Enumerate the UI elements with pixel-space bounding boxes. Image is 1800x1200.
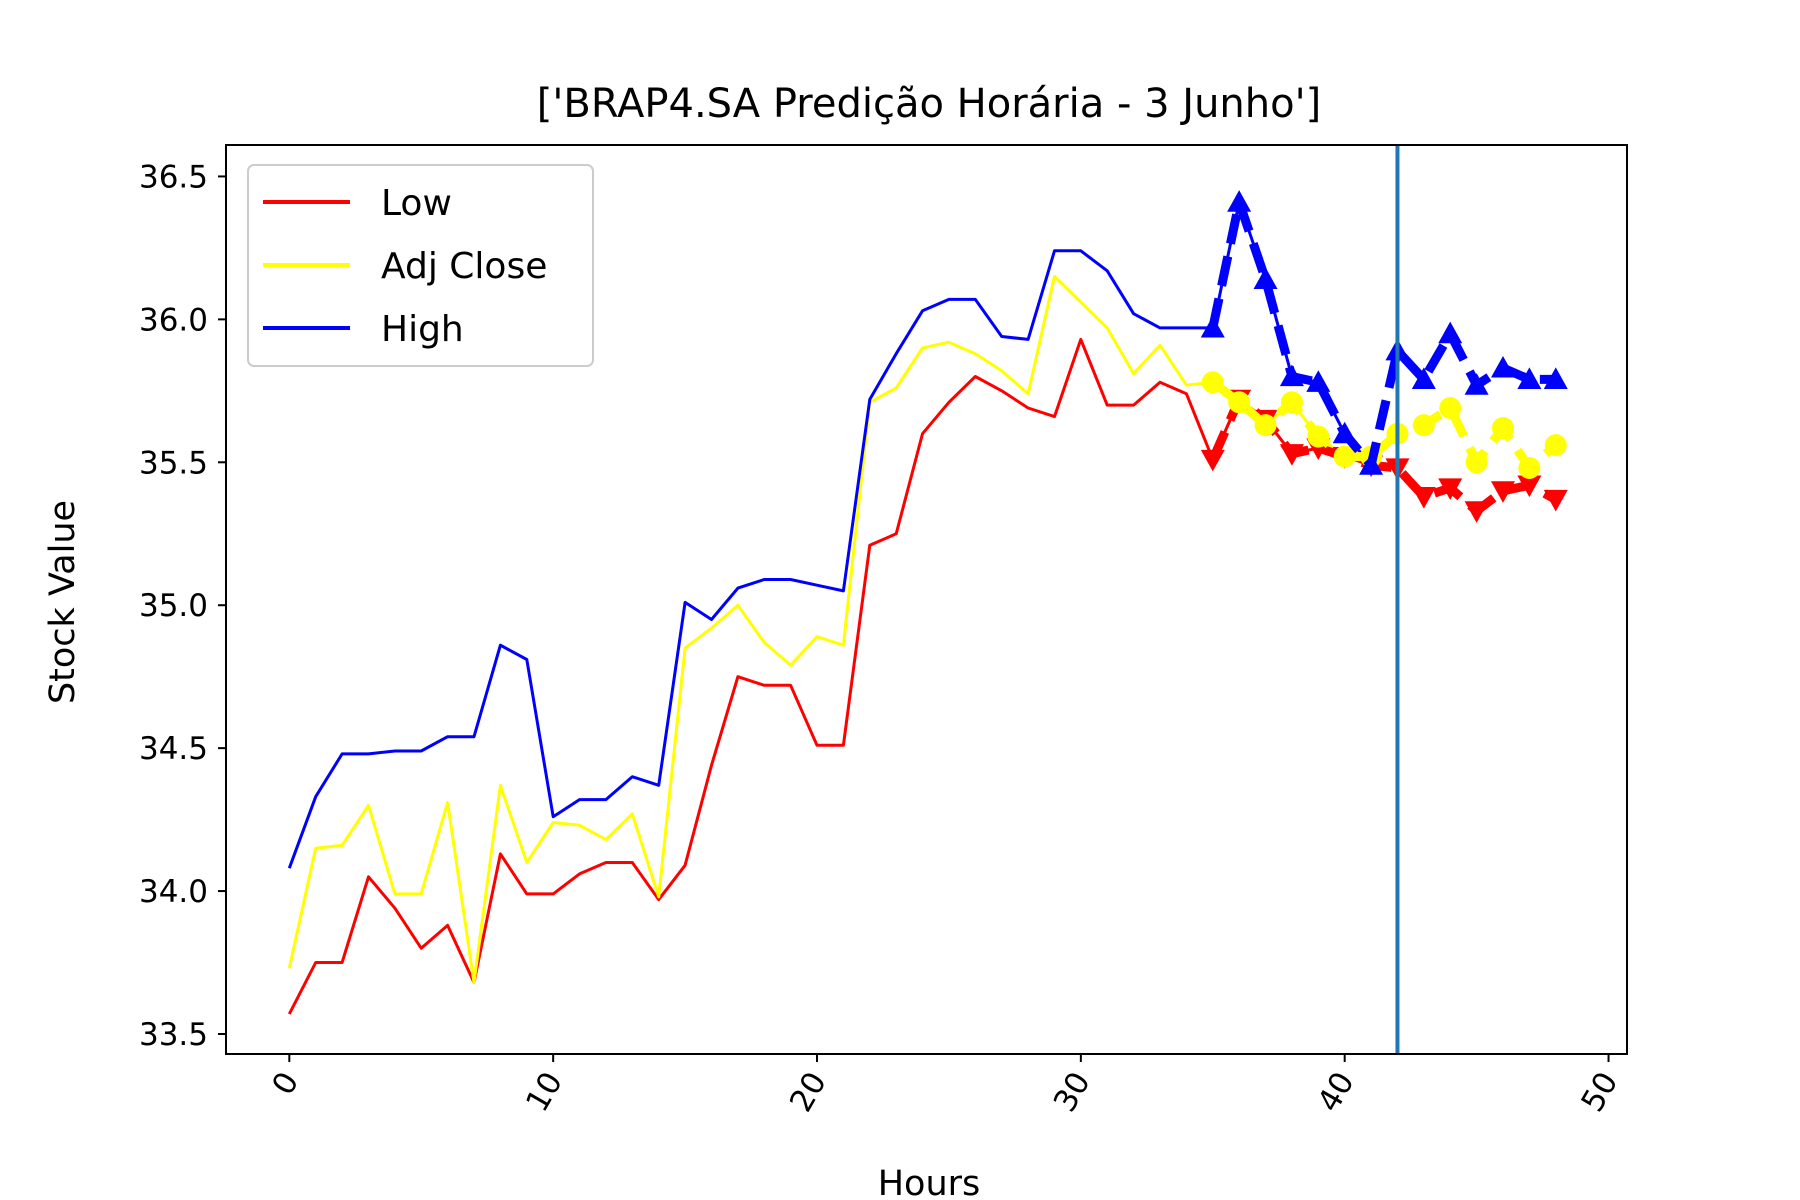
series-line-low xyxy=(287,337,1372,1015)
prediction-point-low xyxy=(1279,444,1304,466)
prediction-point-high xyxy=(1490,355,1515,378)
prediction-line-high xyxy=(1208,197,1556,470)
x-tick-label: 50 xyxy=(1575,1066,1626,1118)
prediction-point-low xyxy=(1517,475,1542,498)
y-tick-label: 36.5 xyxy=(139,159,208,195)
prediction-point-adj-close xyxy=(1228,391,1251,414)
prediction-point-low xyxy=(1411,486,1436,509)
x-tick-label: 40 xyxy=(1311,1066,1362,1118)
legend: Low Adj Close High xyxy=(247,164,594,367)
prediction-point-adj-close xyxy=(1412,414,1435,437)
prediction-point-adj-close xyxy=(1439,396,1462,419)
series-line-adj-close xyxy=(287,275,1372,984)
prediction-point-high xyxy=(1517,367,1542,389)
prediction-point-low xyxy=(1490,481,1515,503)
prediction-point-adj-close xyxy=(1307,425,1330,448)
y-tick-label: 36.0 xyxy=(139,302,208,338)
y-tick-label: 33.5 xyxy=(139,1017,208,1053)
x-tick-label: 30 xyxy=(1047,1066,1098,1118)
prediction-point-low xyxy=(1543,489,1568,512)
axes-frame xyxy=(225,144,1628,1055)
prediction-point-high xyxy=(1411,367,1436,389)
prediction-point-high xyxy=(1464,373,1489,395)
x-tick-label: 0 xyxy=(265,1066,306,1101)
legend-label-adj-close: Adj Close xyxy=(381,246,547,287)
prediction-point-adj-close xyxy=(1333,445,1356,468)
prediction-point-high xyxy=(1359,453,1384,475)
prediction-point-adj-close xyxy=(1280,391,1303,414)
legend-label-high: High xyxy=(381,309,464,350)
legend-box xyxy=(247,164,594,367)
prediction-point-high xyxy=(1279,364,1304,387)
legend-label-low: Low xyxy=(381,183,452,224)
prediction-point-adj-close xyxy=(1518,457,1541,480)
prediction-point-low xyxy=(1200,449,1225,472)
prediction-point-high xyxy=(1200,315,1225,338)
y-tick-label: 35.5 xyxy=(139,445,208,481)
prediction-point-low xyxy=(1464,501,1489,523)
prediction-point-adj-close xyxy=(1491,416,1514,439)
prediction-point-high xyxy=(1438,321,1463,344)
plot-area xyxy=(287,145,1568,1054)
prediction-point-high xyxy=(1306,370,1331,392)
chart-title: ['BRAP4.SA Predição Horária - 3 Junho'] xyxy=(537,81,1321,127)
prediction-point-adj-close xyxy=(1465,451,1488,474)
prediction-point-high xyxy=(1253,267,1278,289)
prediction-point-adj-close xyxy=(1544,434,1567,457)
x-tick-label: 20 xyxy=(783,1066,834,1118)
prediction-point-low xyxy=(1438,478,1463,501)
y-tick-label: 34.5 xyxy=(139,731,208,767)
prediction-point-high xyxy=(1227,190,1252,212)
series-line-high xyxy=(287,200,1373,869)
x-tick-label: 10 xyxy=(519,1066,570,1118)
prediction-point-adj-close xyxy=(1254,414,1277,437)
y-axis-label: Stock Value xyxy=(43,500,83,704)
y-tick-label: 34.0 xyxy=(139,874,208,910)
prediction-point-adj-close xyxy=(1201,371,1224,394)
prediction-point-high xyxy=(1543,367,1568,389)
y-tick-label: 35.0 xyxy=(139,588,208,624)
prediction-point-high xyxy=(1332,421,1357,444)
x-axis-label: Hours xyxy=(878,1164,981,1200)
